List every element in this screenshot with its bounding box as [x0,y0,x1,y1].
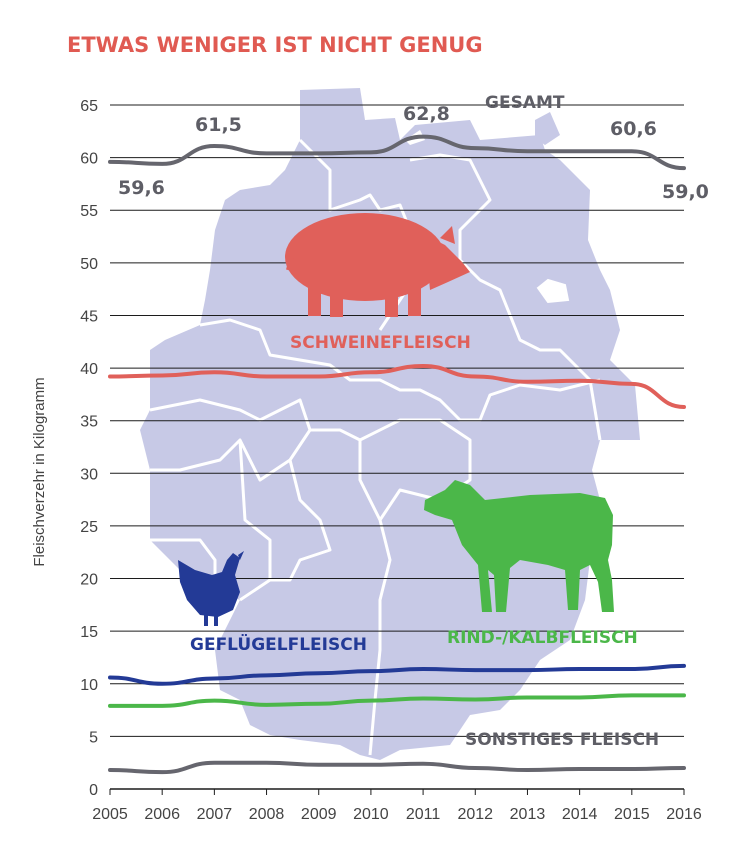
cow-icon [424,480,614,612]
chicken-icon [178,551,244,626]
series-label-gesamt: GESAMT [485,93,565,113]
y-tick-label: 10 [80,677,98,694]
x-tick-label: 2005 [92,806,128,823]
y-tick-label: 0 [89,782,98,799]
x-tick-label: 2016 [666,806,702,823]
y-tick-label: 40 [80,361,98,378]
y-tick-label: 50 [80,256,98,273]
x-tick-label: 2006 [144,806,180,823]
annotation-2016: 59,0 [662,181,709,203]
x-tick-label: 2009 [301,806,337,823]
y-tick-label: 15 [80,624,98,641]
y-tick-label: 25 [80,519,98,536]
x-tick-label: 2007 [197,806,233,823]
chart-gridlines [110,104,684,790]
series-label-schweinefleisch: SCHWEINEFLEISCH [290,333,471,353]
series-line-3 [108,693,686,708]
x-tick-label: 2010 [353,806,389,823]
series-line-4 [108,760,686,775]
x-tick-label: 2015 [614,806,650,823]
y-tick-label: 65 [80,98,98,115]
x-tick-label: 2011 [406,806,441,823]
germany-map-background [140,88,640,760]
series-label-sonstiges-fleisch: SONSTIGES FLEISCH [465,730,659,750]
annotation-2007: 61,5 [195,114,242,136]
series-line-2 [108,663,686,686]
x-axis-ticks: 2005 2006 2007 2008 2009 2010 2011 2012 2013 2014… [92,789,702,823]
y-axis-ticks: 0 5 10 15 20 25 30 35 40 45 50 55 60 65 [80,98,98,799]
series-label-gefluegelfleisch: GEFLÜGELFLEISCH [190,633,367,655]
annotation-2005: 59,6 [118,177,165,199]
series-line-1 [108,363,686,410]
y-tick-label: 60 [80,151,98,168]
annotation-2011: 62,8 [403,103,450,125]
series-line-0 [108,134,686,171]
y-tick-label: 30 [80,466,98,483]
x-tick-label: 2013 [510,806,546,823]
x-tick-label: 2012 [457,806,493,823]
series-label-rind-kalbfleisch: RIND-/KALBFLEISCH [447,628,638,648]
y-tick-label: 20 [80,572,98,589]
series-lines [108,134,686,775]
chart-title: ETWAS WENIGER IST NICHT GENUG [67,33,483,57]
x-tick-label: 2014 [562,806,598,823]
y-axis-label: Fleischverzehr in Kilogramm [31,377,48,566]
x-tick-label: 2008 [249,806,285,823]
pig-icon [285,213,470,317]
y-tick-label: 5 [89,729,98,746]
annotation-2015: 60,6 [610,118,657,140]
y-tick-label: 45 [80,308,98,325]
y-tick-label: 55 [80,203,98,220]
y-tick-label: 35 [80,414,98,431]
